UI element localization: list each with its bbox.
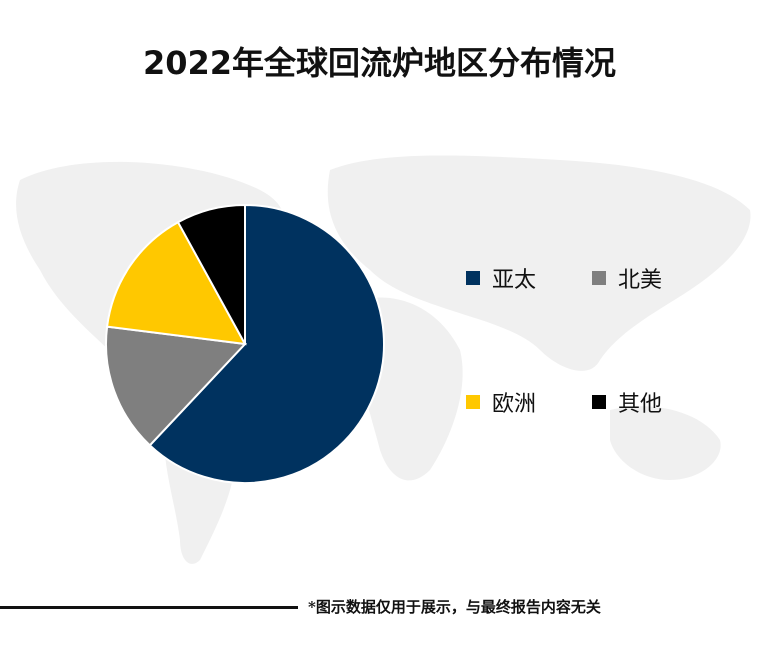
legend-label: 亚太 bbox=[492, 268, 537, 293]
legend-item-europe: 欧洲 bbox=[466, 386, 536, 418]
chart-title: 2022年全球回流炉地区分布情况 bbox=[142, 44, 617, 82]
legend-label: 欧洲 bbox=[492, 392, 537, 417]
pie-slice-3 bbox=[176, 203, 246, 345]
pie-slice-0 bbox=[148, 203, 385, 484]
pie-slice-2 bbox=[105, 220, 247, 346]
legend-swatch bbox=[466, 271, 480, 285]
legend-label: 其他 bbox=[618, 392, 663, 417]
legend-label: 北美 bbox=[618, 268, 663, 293]
legend-item-asia-pacific: 亚太 bbox=[466, 262, 536, 294]
legend-swatch bbox=[466, 395, 480, 409]
legend-item-other: 其他 bbox=[592, 386, 662, 418]
legend-swatch bbox=[592, 271, 606, 285]
pie-slice-1 bbox=[105, 325, 248, 447]
legend-item-north-america: 北美 bbox=[592, 262, 662, 294]
legend-swatch bbox=[592, 395, 606, 409]
footnote-rule bbox=[0, 606, 298, 609]
footnote: *图示数据仅用于展示，与最终报告内容无关 bbox=[308, 598, 601, 616]
